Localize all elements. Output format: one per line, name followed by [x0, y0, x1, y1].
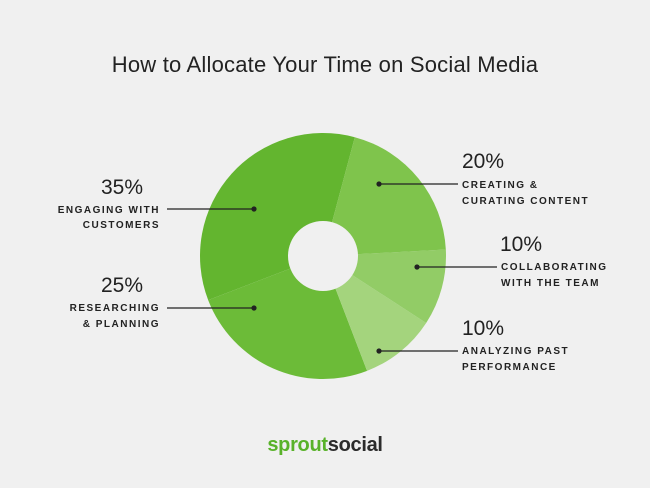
callout-dot — [251, 206, 257, 212]
chart-title: How to Allocate Your Time on Social Medi… — [111, 52, 539, 77]
slice-category-label: CURATING CONTENT — [462, 196, 589, 207]
logo-part-social: social — [327, 434, 383, 456]
slice-percent-label: 20% — [462, 150, 504, 173]
slice-percent-label: 25% — [101, 274, 143, 297]
slice-category-label: WITH THE TEAM — [501, 278, 600, 289]
callout-dot — [251, 305, 257, 311]
donut-hole — [288, 221, 358, 291]
logo-part-sprout: sprout — [267, 434, 328, 456]
slice-category-label: ANALYZING PAST — [462, 346, 569, 357]
sproutsocial-logo: sproutsocial — [0, 434, 650, 457]
callout-dot — [376, 348, 382, 354]
callout-dot — [376, 181, 382, 187]
pie-slice — [323, 256, 427, 371]
slice-category-label: CREATING & — [462, 180, 538, 191]
slice-category-label: PERFORMANCE — [462, 362, 557, 373]
slice-category-label: ENGAGING WITH — [58, 205, 160, 216]
slice-category-label: & PLANNING — [83, 319, 160, 330]
slice-category-label: RESEARCHING — [70, 303, 160, 314]
slice-percent-label: 35% — [101, 176, 143, 199]
slice-category-label: CUSTOMERS — [83, 220, 160, 231]
slice-percent-label: 10% — [462, 317, 504, 340]
slice-percent-label: 10% — [500, 233, 542, 256]
pie-slice — [323, 137, 446, 256]
slice-category-label: COLLABORATING — [501, 262, 608, 273]
callout-dot — [414, 264, 420, 270]
